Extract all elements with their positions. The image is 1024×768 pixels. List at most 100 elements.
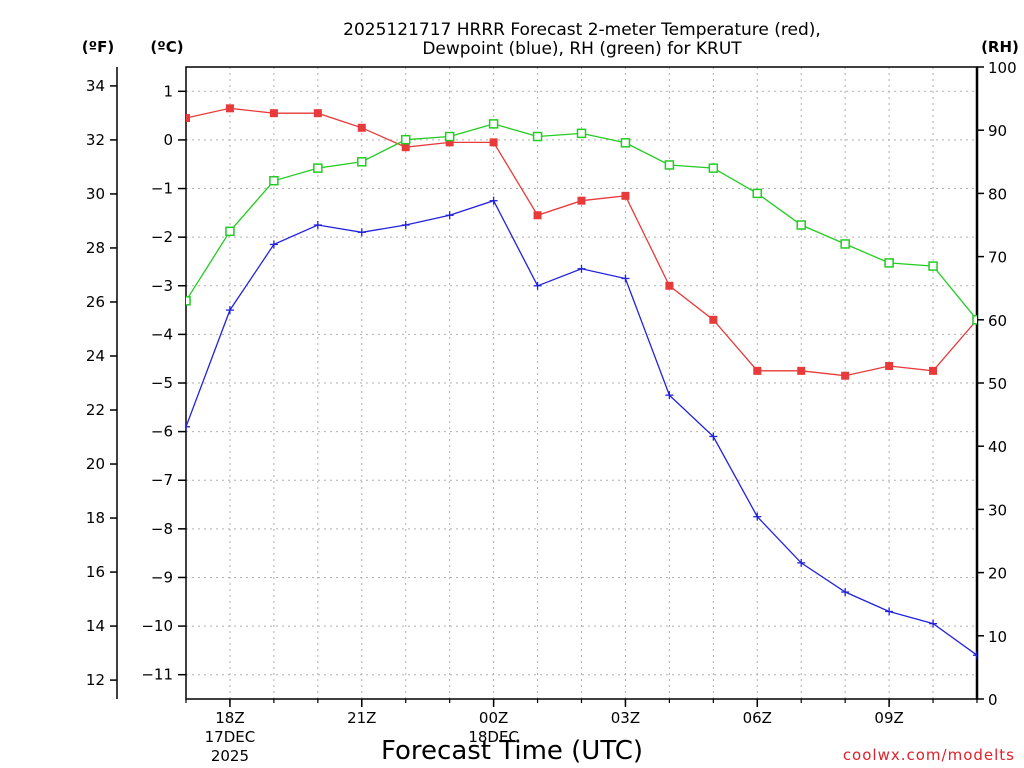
temperature-point — [445, 138, 454, 147]
fahrenheit-tick-label: 22 — [86, 401, 105, 419]
rh-point — [972, 315, 977, 325]
x-tick-year-label: 2025 — [211, 747, 249, 765]
rh-tick-label: 40 — [988, 438, 1007, 456]
temperature-point — [841, 371, 850, 380]
rh-point — [576, 128, 587, 139]
fahrenheit-tick-label: 18 — [86, 509, 105, 527]
celsius-tick-label: −1 — [151, 180, 173, 198]
rh-point — [269, 176, 279, 186]
fahrenheit-tick-label: 20 — [86, 455, 105, 473]
fahrenheit-tick-label: 14 — [86, 617, 105, 635]
dewpoint-point — [621, 274, 630, 283]
rh-tick-label: 70 — [988, 249, 1007, 267]
fahrenheit-tick-label: 30 — [86, 185, 105, 203]
fahrenheit-tick-label: 16 — [86, 563, 105, 581]
rh-point — [796, 220, 806, 230]
fahrenheit-tick-label: 26 — [86, 293, 105, 311]
rh-point — [884, 258, 894, 268]
rh-tick-label: 20 — [988, 565, 1007, 583]
rh-unit-label: (RH) — [981, 38, 1019, 56]
x-tick-label: 18Z — [215, 709, 244, 727]
x-tick-label: 09Z — [874, 709, 903, 727]
dewpoint-point — [357, 228, 366, 237]
temperature-point — [665, 281, 674, 290]
temperature-point — [709, 315, 718, 324]
temperature-point — [797, 366, 806, 375]
fahrenheit-tick-label: 28 — [86, 239, 105, 257]
grid-lines — [185, 67, 978, 699]
rh-point — [400, 134, 411, 145]
fahrenheit-tick-label: 32 — [86, 131, 105, 149]
dewpoint-point — [269, 240, 278, 249]
dewpoint-point — [753, 512, 762, 521]
dewpoint-point — [401, 221, 410, 229]
rh-point — [186, 296, 191, 306]
dewpoint-point — [709, 432, 718, 441]
dewpoint-point — [533, 281, 542, 290]
tick-labels: 10−1−2−3−4−5−6−7−8−9−10−1134323028262422… — [86, 59, 1017, 765]
dewpoint-point — [489, 196, 498, 205]
rh-tick-label: 50 — [988, 375, 1007, 393]
temperature-point — [489, 138, 498, 147]
celsius-tick-label: −11 — [141, 666, 173, 684]
rh-point — [928, 261, 938, 271]
temperature-point — [401, 143, 410, 152]
x-tick-label: 21Z — [347, 709, 376, 727]
celsius-tick-label: −5 — [151, 374, 173, 392]
x-tick-label: 00Z — [479, 709, 508, 727]
dewpoint-point — [186, 422, 190, 431]
celsius-tick-label: −4 — [151, 325, 173, 343]
series-2-meter-temperature — [186, 104, 977, 380]
temperature-point — [929, 366, 938, 375]
rh-point — [225, 226, 235, 237]
series-dewpoint — [186, 196, 977, 660]
celsius-tick-label: −7 — [151, 471, 173, 489]
temperature-point — [753, 366, 762, 375]
dewpoint-point — [973, 651, 977, 660]
temperature-point — [577, 196, 586, 205]
dewpoint-point — [841, 588, 850, 597]
dewpoint-point — [797, 558, 806, 567]
temperature-point — [225, 104, 234, 113]
rh-tick-label: 90 — [988, 122, 1007, 140]
celsius-tick-label: 0 — [163, 131, 173, 149]
rh-point — [313, 163, 323, 173]
rh-tick-label: 10 — [988, 628, 1007, 646]
celsius-tick-label: 1 — [163, 82, 173, 100]
chart-subtitle: Dewpoint (blue), RH (green) for KRUT — [422, 39, 742, 59]
credit-text: coolwx.com/modelts — [843, 746, 1015, 764]
series-rh — [186, 119, 977, 325]
rh-point — [752, 188, 763, 199]
celsius-tick-label: −2 — [151, 228, 173, 246]
fahrenheit-unit-label: (ºF) — [82, 38, 114, 56]
rh-tick-label: 0 — [988, 691, 998, 709]
data-series — [186, 104, 977, 660]
celsius-tick-label: −9 — [151, 568, 173, 586]
dewpoint-point — [929, 619, 938, 628]
dewpoint-point — [577, 264, 586, 273]
rh-point — [357, 157, 367, 167]
rh-tick-label: 100 — [988, 59, 1017, 77]
dewpoint-point — [885, 607, 894, 616]
temperature-point — [621, 191, 630, 200]
rh-point — [708, 163, 719, 173]
rh-tick-label: 30 — [988, 501, 1007, 519]
celsius-unit-label: (ºC) — [150, 38, 183, 56]
chart-title: 2025121717 HRRR Forecast 2-meter Tempera… — [343, 20, 821, 40]
temperature-point — [885, 361, 894, 370]
rh-point — [620, 138, 631, 148]
x-tick-date-label: 18DEC — [468, 728, 519, 746]
x-axis-label: Forecast Time (UTC) — [381, 736, 643, 766]
fahrenheit-tick-label: 24 — [86, 347, 105, 365]
rh-tick-label: 80 — [988, 185, 1007, 203]
rh-point — [532, 131, 543, 142]
temperature-point — [269, 109, 278, 118]
temperature-point — [313, 109, 322, 118]
fahrenheit-tick-label: 34 — [86, 77, 105, 95]
temperature-point — [186, 114, 190, 123]
dewpoint-point — [225, 306, 234, 315]
dewpoint-point — [313, 221, 322, 229]
rh-point — [488, 119, 499, 129]
temperature-point — [357, 123, 366, 132]
